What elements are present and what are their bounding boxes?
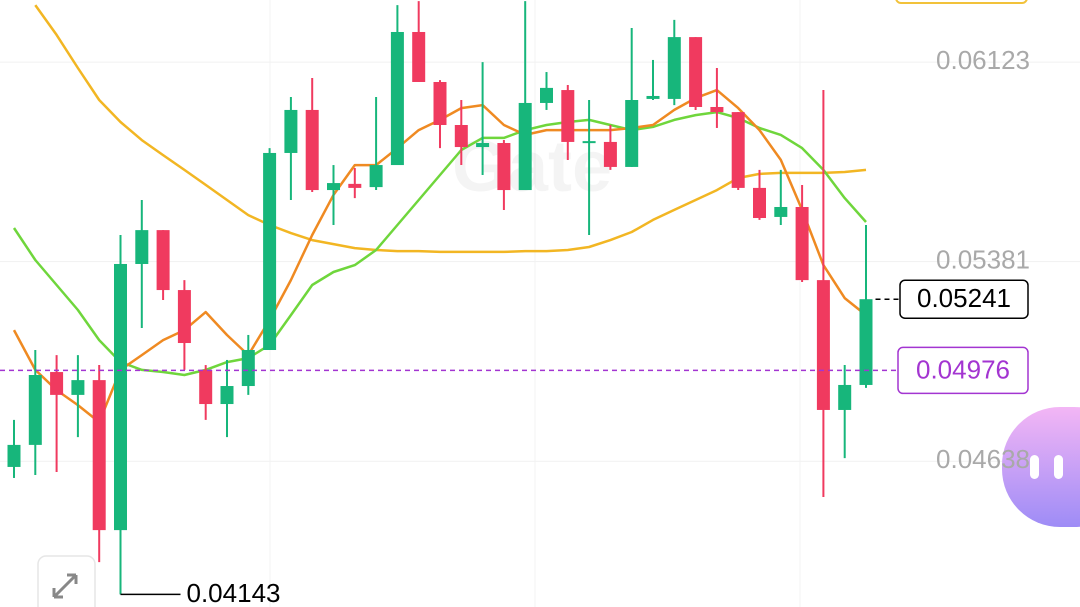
candle-body [667, 37, 681, 99]
last-price-label: 0.05241 [917, 283, 1011, 313]
candle-body [710, 106, 724, 113]
expand-button-bg[interactable] [37, 555, 96, 607]
candle-body [646, 95, 660, 99]
candle-body [476, 143, 490, 148]
candle-body [50, 372, 64, 395]
candle-body [838, 384, 852, 410]
expand-icon [52, 573, 78, 599]
candle-body [497, 143, 511, 191]
low-annotation-label: 0.04143 [187, 578, 281, 607]
candle-body [390, 31, 404, 166]
candle-body [816, 280, 830, 410]
candle-body [540, 87, 553, 103]
candle-body [582, 141, 596, 144]
candle-body [859, 299, 873, 385]
candle-body [114, 263, 127, 531]
floating-button-bg[interactable] [1002, 407, 1080, 527]
floating-button-icon [1054, 455, 1063, 479]
candle-body [518, 102, 532, 191]
candle-body [625, 100, 639, 167]
y-tick-label: 0.05381 [936, 244, 1030, 274]
candle-body [731, 112, 745, 188]
candle-body [433, 81, 447, 126]
cropped-price-box [895, 0, 1028, 4]
candle-body [305, 109, 319, 191]
candle-body [199, 369, 213, 405]
candle-body [454, 125, 468, 148]
candle-body [177, 290, 191, 344]
candle-body [561, 90, 575, 142]
watermark: Gate [452, 127, 612, 207]
candle-body [220, 386, 234, 405]
candle-body [603, 141, 617, 167]
floating-button-icon [1030, 455, 1039, 479]
candle-body [284, 109, 298, 153]
candle-body [327, 183, 340, 191]
floating-button[interactable] [1002, 407, 1080, 527]
candle-body [7, 444, 21, 467]
candle-body [92, 380, 106, 531]
candle-body [774, 206, 788, 217]
grid [269, 0, 801, 607]
candle-body [28, 375, 42, 445]
candle-body [689, 37, 703, 107]
last-price-box [899, 279, 1029, 319]
moving-average-line [12, 110, 867, 377]
candle-body [412, 31, 426, 82]
y-tick-label: 0.04638 [936, 444, 1030, 474]
candle-body [795, 206, 809, 281]
mark-price-label: 0.04976 [916, 354, 1010, 384]
candle-body [71, 380, 85, 395]
candle-body [369, 165, 383, 188]
candle-body [348, 183, 362, 188]
plot-area [0, 1, 1080, 595]
candle-body [241, 350, 255, 387]
candle-body [156, 230, 170, 291]
y-tick-label: 0.06123 [936, 45, 1030, 75]
candle-body [135, 230, 149, 264]
candle-body [753, 187, 766, 219]
moving-average-line [34, 4, 867, 254]
mark-price-box [897, 346, 1029, 395]
expand-button[interactable] [37, 555, 96, 607]
candle-body [263, 152, 277, 351]
